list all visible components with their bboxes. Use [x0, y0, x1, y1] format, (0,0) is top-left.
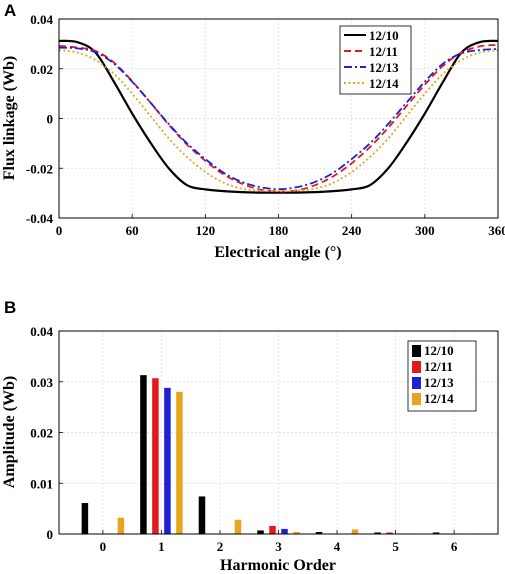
- bar-12-10-h6: [432, 532, 440, 534]
- series-line-12-10: [58, 39, 499, 194]
- panel-b-xtick-label: 1: [158, 539, 165, 554]
- bar-12-10-h2: [198, 496, 206, 534]
- panel-b-xtick-label: 6: [451, 539, 458, 554]
- bar-12-14-h3: [293, 531, 300, 534]
- panel-b-xtick-label: 0: [100, 539, 107, 554]
- bar-12-14-h1: [176, 391, 183, 534]
- bar-12-14-h4: [351, 529, 359, 534]
- bar-12-14-h0: [117, 517, 125, 534]
- panel-b-xtick-label: 4: [334, 539, 341, 554]
- legend-swatch-12-13: [412, 377, 421, 389]
- legend-label: 12/11: [369, 44, 398, 59]
- panel-a-xtick-label: 180: [269, 223, 289, 238]
- panel-b-ytick-label: 0.04: [30, 324, 53, 339]
- bar-12-14-h2: [234, 519, 242, 534]
- panel-a-ticks: 0 60 120 180 240 300 360 -0.04 -0.02 0 0.02 0.04: [26, 12, 505, 238]
- panel-a: A 0 60 120 180 240 300 360-0.04-0.0200.020.04 …: [1, 1, 505, 261]
- legend-label: 12/11: [424, 359, 453, 374]
- legend-label: 12/13: [424, 375, 454, 390]
- legend-label: 12/14: [369, 76, 399, 91]
- panel-a-xtick-label: 120: [196, 223, 216, 238]
- panel-a-lines: [58, 39, 499, 194]
- panel-b-xlabel: Harmonic Order: [220, 557, 336, 574]
- panel-a-ytick-label: 0: [47, 112, 54, 127]
- panel-a-label: A: [4, 1, 16, 20]
- panel-a-ytick-label: 0.02: [30, 62, 53, 77]
- legend-swatch-12-11: [412, 361, 421, 373]
- legend-swatch-12-14: [412, 393, 421, 405]
- panel-b-bars: [81, 375, 476, 535]
- panel-a-ylabel: Flux linkage (Wb): [1, 56, 18, 180]
- panel-a-xtick-label: 240: [342, 223, 362, 238]
- legend-label: 12/10: [369, 28, 399, 43]
- series-line-12-13: [58, 46, 499, 191]
- bar-12-13-h1: [164, 387, 171, 534]
- panel-b-ytick-label: 0.02: [30, 426, 53, 441]
- legend-label: 12/13: [369, 60, 399, 75]
- panel-a-grid: [58, 18, 499, 219]
- bar-12-10-h4: [315, 531, 323, 534]
- panel-a-xtick-label: 300: [415, 223, 435, 238]
- panel-a-xtick-label: 360: [488, 223, 505, 238]
- panel-a-ytick-label: -0.04: [26, 211, 54, 226]
- panel-b-ytick-label: 0.03: [30, 375, 53, 390]
- legend-label: 12/10: [424, 343, 454, 358]
- panel-b-plot-frame: [58, 330, 499, 535]
- bar-12-10-h5: [374, 532, 381, 534]
- bar-12-10-h3: [257, 530, 264, 534]
- panel-a-ytick-label: 0.04: [30, 12, 53, 27]
- panel-b-ylabel: Amplitude (Wb): [1, 376, 18, 488]
- bar-12-11-h3: [269, 525, 276, 534]
- bar-12-10-h0: [81, 503, 89, 534]
- panel-b-ytick-label: 0: [47, 527, 54, 542]
- panel-a-xtick-label: 0: [56, 223, 63, 238]
- panel-a-ytick-label: -0.02: [26, 161, 53, 176]
- panel-b-xtick-label: 3: [275, 539, 282, 554]
- legend-label: 12/14: [424, 391, 454, 406]
- panel-b-xtick-label: 2: [217, 539, 224, 554]
- panel-a-xtick-label: 60: [126, 223, 139, 238]
- panel-b-label: B: [4, 298, 16, 317]
- bar-12-11-h5: [386, 532, 393, 534]
- series-line-12-11: [58, 43, 499, 193]
- panel-b: B 0 0.01 0.02 0.03 0.04 0 1 2 3 4 5 6 Harmonic Orde…: [1, 298, 499, 574]
- panel-b-xtick-label: 5: [392, 539, 399, 554]
- bar-12-11-h1: [152, 378, 159, 534]
- panel-b-ticks: 0 0.01 0.02 0.03 0.04 0 1 2 3 4 5 6: [30, 324, 458, 554]
- panel-a-xlabel: Electrical angle (°): [214, 244, 341, 261]
- bar-12-13-h3: [281, 528, 288, 534]
- bar-12-10-h1: [140, 375, 147, 534]
- panel-a-legend-box: [339, 25, 412, 95]
- panel-b-ytick-label: 0.01: [30, 476, 53, 491]
- panel-a-plot-frame: [58, 18, 499, 219]
- legend-swatch-12-10: [412, 345, 421, 357]
